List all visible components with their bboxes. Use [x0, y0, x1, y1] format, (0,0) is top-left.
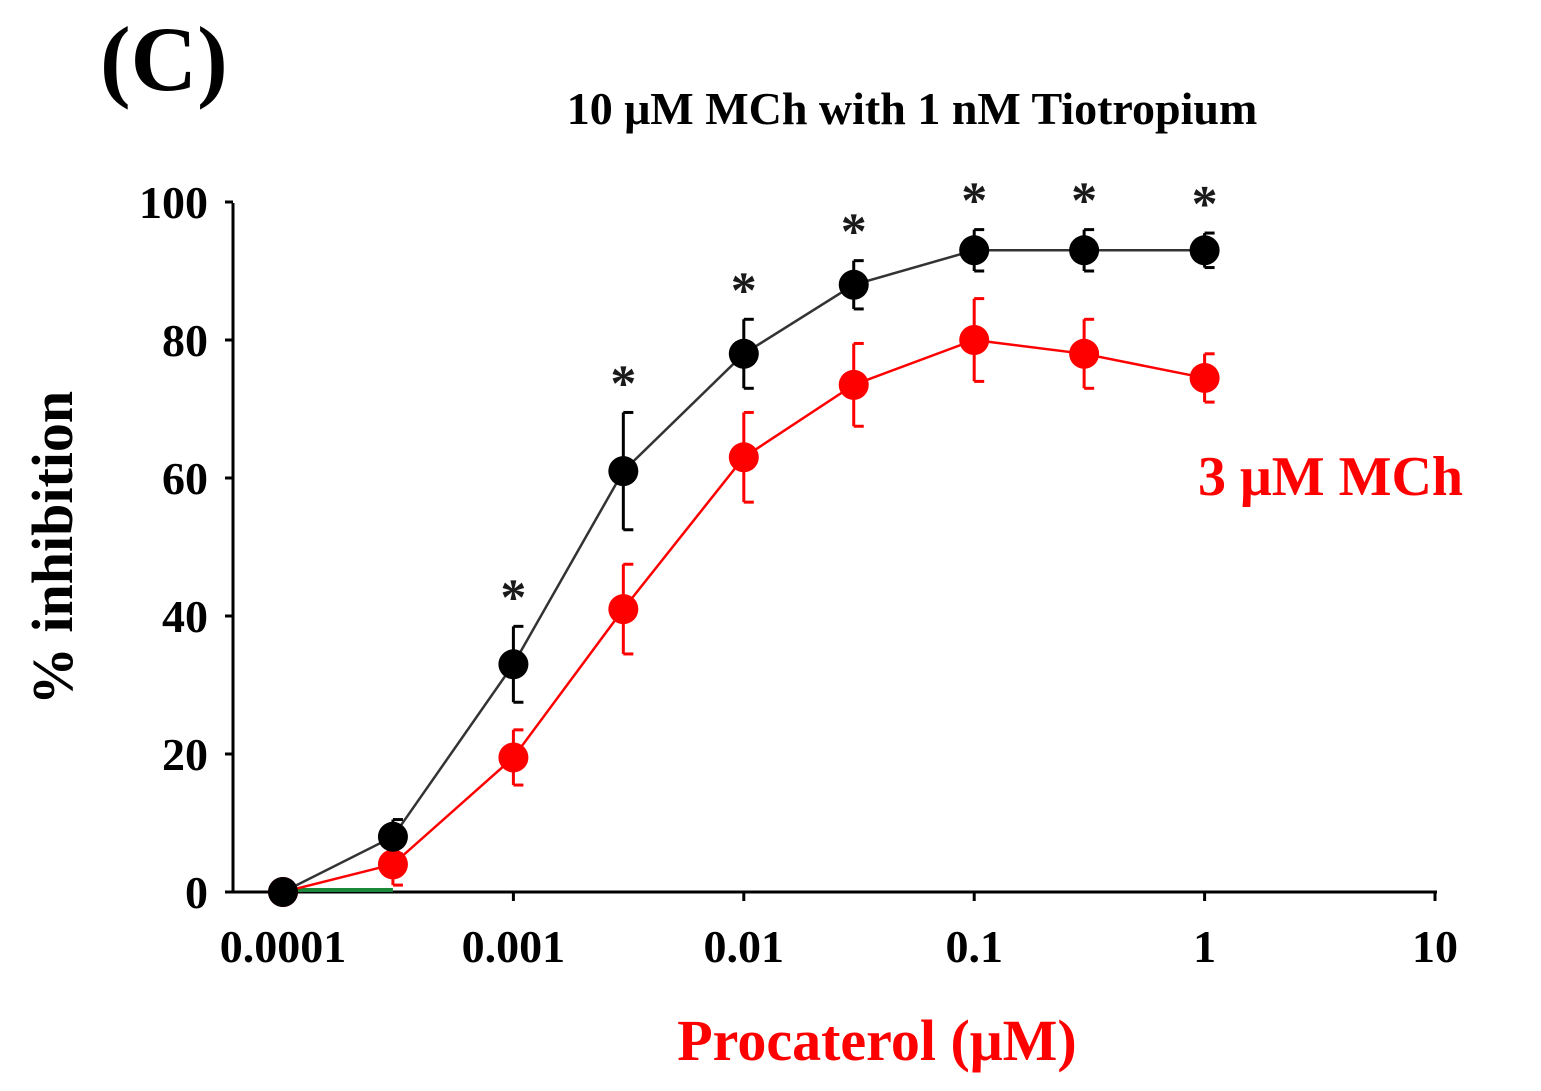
data-point: [959, 235, 990, 266]
data-point: [498, 649, 529, 680]
significance-marker: *: [841, 204, 867, 261]
data-point: [1189, 235, 1220, 266]
axes: [231, 203, 1437, 894]
ticks: 0 20 40 60 80 100 0.0001 0.001 0.01 0.1 1 10: [139, 177, 1458, 972]
x-tick-label: 0.001: [462, 921, 566, 972]
data-point: [377, 821, 408, 852]
error-bars: [391, 228, 1215, 887]
chart-title: 10 μM MCh with 1 nM Tiotropium: [567, 83, 1258, 134]
significance-marker: *: [1071, 173, 1097, 230]
y-axis-title: % inhibition: [20, 391, 85, 705]
data-point: [608, 594, 639, 625]
data-point: [728, 338, 759, 369]
significance-markers: * * * * * * *: [500, 173, 1217, 627]
data-point: [608, 456, 639, 487]
y-tick-label: 100: [139, 177, 208, 228]
y-tick-label: 20: [162, 729, 208, 780]
data-point: [838, 369, 869, 400]
x-tick-label: 0.1: [945, 921, 1003, 972]
significance-marker: *: [610, 355, 636, 412]
y-tick-label: 0: [185, 867, 208, 918]
data-point: [1189, 362, 1220, 393]
significance-marker: *: [961, 173, 987, 230]
panel-label: (C): [100, 8, 228, 110]
data-point: [728, 442, 759, 473]
x-axis-title: Procaterol (μM): [677, 1008, 1077, 1073]
data-point: [498, 742, 529, 773]
series-label-red: 3 μM MCh: [1198, 446, 1463, 508]
x-tick-label: 10: [1412, 921, 1458, 972]
significance-marker: *: [500, 569, 526, 626]
data-points: [268, 235, 1220, 907]
data-point: [377, 849, 408, 880]
data-point: [959, 325, 990, 355]
x-tick-label: 1: [1193, 921, 1216, 972]
y-tick-label: 80: [162, 315, 208, 366]
significance-marker: *: [1192, 176, 1218, 233]
data-point: [838, 269, 869, 300]
data-point: [1069, 235, 1100, 266]
x-tick-label: 0.0001: [220, 921, 347, 972]
y-tick-label: 60: [162, 453, 208, 504]
significance-marker: *: [731, 262, 757, 319]
data-point: [268, 877, 298, 907]
y-tick-label: 40: [162, 591, 208, 642]
data-point: [1069, 338, 1100, 369]
x-tick-label: 0.01: [704, 921, 785, 972]
